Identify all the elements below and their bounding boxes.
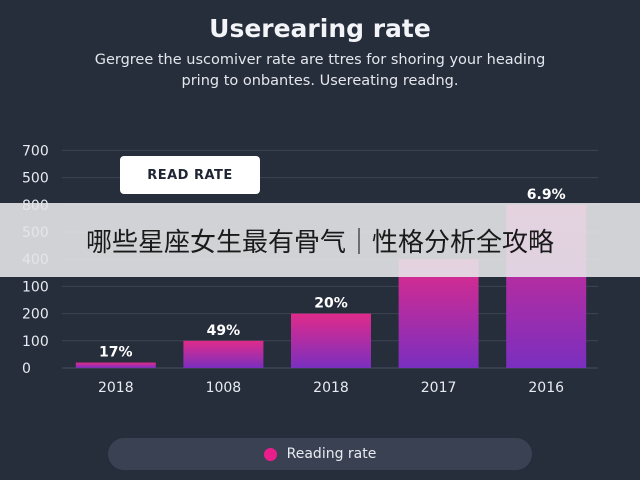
x-tick-label: 2017 xyxy=(421,380,457,396)
x-tick-label: 2016 xyxy=(528,380,564,396)
subtitle-line-2: pring to onbantes. Usereating readng. xyxy=(181,73,459,89)
y-tick-label: 100 xyxy=(22,334,49,350)
y-tick-label: 500 xyxy=(22,171,49,187)
callout-read-rate: READ RATE xyxy=(120,156,260,194)
x-tick-label: 1008 xyxy=(206,380,242,396)
y-tick-label: 100 xyxy=(22,279,49,295)
bar xyxy=(75,362,156,368)
subtitle-line-1: Gergree the uscomiver rate are ttres for… xyxy=(94,52,546,68)
data-label: 20% xyxy=(314,296,348,312)
chart-title: Userearing rate xyxy=(209,14,431,43)
data-label: 6.9% xyxy=(527,187,566,203)
legend: Reading rate xyxy=(108,438,532,470)
bar xyxy=(183,340,264,368)
bar xyxy=(291,313,371,368)
data-label: 49% xyxy=(207,323,241,339)
x-tick-label: 2018 xyxy=(313,380,349,396)
x-tick-label: 2018 xyxy=(98,380,134,396)
legend-swatch xyxy=(263,447,277,461)
y-tick-label: 200 xyxy=(22,307,49,323)
data-label: 17% xyxy=(99,345,133,361)
bar xyxy=(398,259,479,368)
chart-subtitle: Gergree the uscomiver rate are ttres for… xyxy=(20,50,620,92)
overlay-banner: 哪些星座女生最有骨气｜性格分析全攻略 xyxy=(0,203,640,277)
y-tick-label: 0 xyxy=(22,361,31,377)
legend-label: Reading rate xyxy=(286,446,377,462)
y-tick-label: 700 xyxy=(22,143,49,159)
x-axis-ticks: 2018 1008 2018 2017 2016 xyxy=(98,380,564,396)
data-labels: 17% 49% 20% 6.9% xyxy=(99,187,566,361)
